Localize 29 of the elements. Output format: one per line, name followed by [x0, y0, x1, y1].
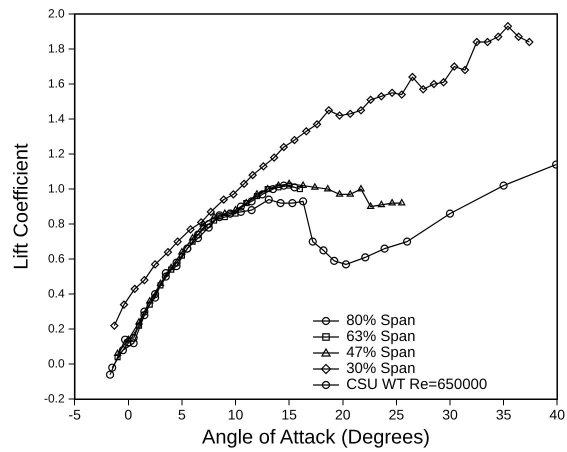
x-tick-label: 30	[442, 406, 458, 422]
x-tick-label: 10	[228, 406, 244, 422]
x-tick-label: 0	[124, 406, 132, 422]
y-tick-label: 0.4	[48, 286, 65, 300]
y-tick-label: 1.0	[48, 181, 65, 196]
x-tick-label: -5	[68, 406, 82, 422]
y-tick-label: 0.2	[48, 321, 65, 336]
y-tick-label: -0.2	[44, 392, 65, 406]
x-tick-label: 20	[334, 406, 351, 422]
x-tick-label: 15	[281, 406, 298, 422]
x-tick-label: 35	[496, 406, 512, 422]
y-axis-title: Lift Coefficient	[10, 142, 33, 270]
y-tick-label: 0.0	[48, 356, 65, 370]
legend-label: 30% Span	[346, 360, 416, 378]
y-tick-label: 1.2	[48, 146, 65, 160]
y-tick-label: 0.8	[48, 216, 65, 230]
y-tick-label: 0.6	[48, 251, 65, 266]
legend-label: 63% Span	[346, 328, 416, 346]
y-tick-label: 1.6	[48, 76, 65, 90]
x-tick-label: 5	[178, 406, 186, 422]
legend-label: 47% Span	[346, 344, 416, 362]
legend-label: 80% Span	[346, 312, 416, 330]
legend-label: CSU WT Re=650000	[346, 376, 488, 394]
x-tick-label: 40	[549, 406, 566, 422]
y-tick-label: 2.0	[48, 6, 65, 20]
x-tick-label: 25	[388, 406, 404, 422]
x-axis-title: Angle of Attack (Degrees)	[202, 426, 430, 449]
y-tick-label: 1.4	[48, 111, 65, 126]
y-tick-label: 1.8	[48, 41, 65, 56]
